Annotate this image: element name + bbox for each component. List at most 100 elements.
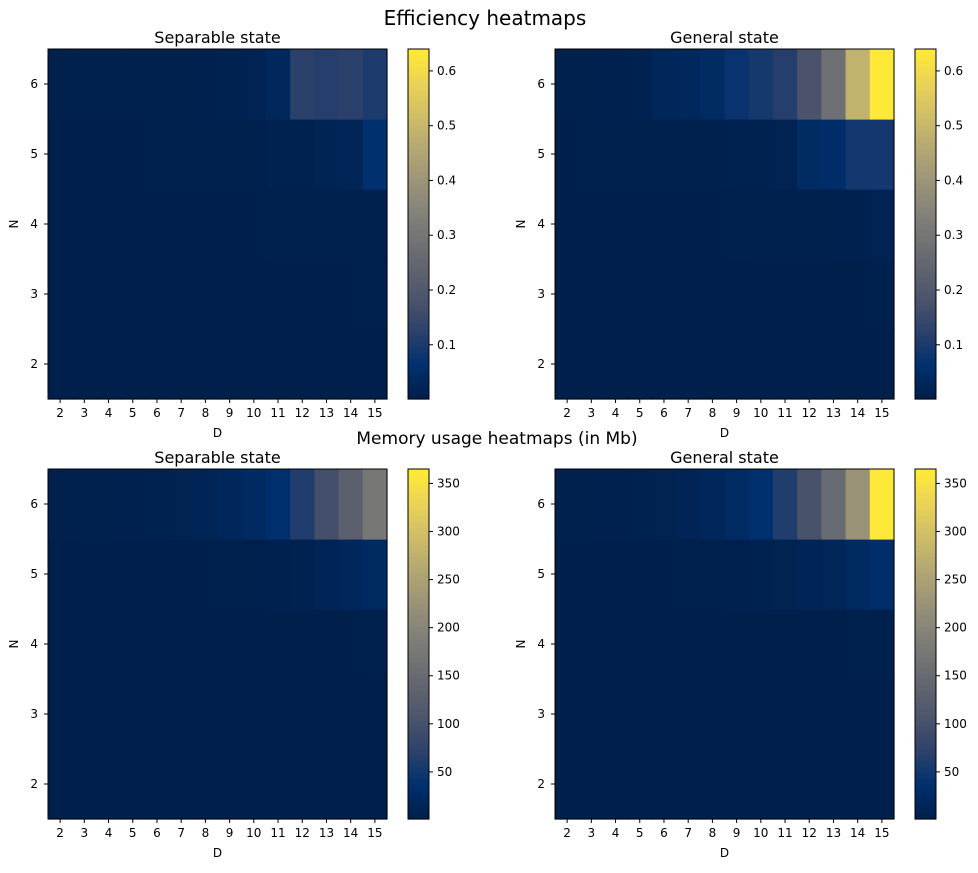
memory-general-cell-n5-d13 [821, 539, 847, 610]
efficiency-general-cell-n6-d2 [555, 49, 580, 120]
memory-general-colorbar-segment [915, 813, 936, 820]
memory-separable-xtick-label: 14 [343, 826, 358, 840]
memory-general-cell-n2-d9 [724, 749, 750, 820]
efficiency-general-cell-n6-d11 [772, 49, 798, 120]
efficiency-separable-cell-n3-d9 [217, 259, 243, 330]
efficiency-separable-colorbar-segment [408, 148, 429, 155]
memory-general-cell-n2-d10 [748, 749, 774, 820]
memory-separable-cell-n6-d2 [48, 469, 73, 540]
efficiency-separable-colorbar-segment [408, 189, 429, 196]
efficiency-separable-ytick-label: 3 [30, 287, 38, 301]
memory-separable-colorbar-tick-label: 50 [437, 765, 452, 779]
efficiency-separable-colorbar-segment [408, 241, 429, 248]
efficiency-general-cell-n5-d8 [700, 119, 726, 190]
efficiency-separable-colorbar-tick-label: 0.5 [437, 119, 456, 133]
efficiency-general-colorbar-segment [915, 218, 936, 225]
efficiency-separable-colorbar-segment [408, 393, 429, 400]
memory-separable-xtick-label: 9 [226, 826, 234, 840]
memory-separable-cell-n4-d12 [290, 609, 315, 680]
memory-general-cell-n6-d13 [821, 469, 847, 540]
efficiency-separable-cell-n6-d12 [290, 49, 315, 120]
efficiency-separable-colorbar-segment [408, 60, 429, 68]
memory-general-cell-n2-d11 [772, 749, 798, 820]
memory-separable-colorbar-segment [408, 737, 429, 744]
memory-separable-cell-n5-d3 [72, 539, 98, 610]
memory-separable-cell-n6-d12 [290, 469, 315, 540]
memory-separable-colorbar-frame [407, 468, 430, 820]
efficiency-separable-colorbar-segment [408, 206, 429, 213]
memory-general-colorbar-segment [915, 667, 936, 674]
memory-separable-xtick-label: 13 [319, 826, 334, 840]
efficiency-general-colorbar-segment [915, 165, 936, 173]
efficiency-separable-cell-n4-d12 [290, 189, 315, 260]
efficiency-separable-cell-n3-d5 [120, 259, 146, 330]
memory-heatmaps-title: Memory usage heatmaps (in Mb) [356, 429, 637, 449]
efficiency-general-cell-n5-d13 [821, 119, 847, 190]
memory-separable-ytick-label: 3 [30, 707, 38, 721]
memory-separable-colorbar-segment [408, 754, 429, 762]
efficiency-separable-colorbar-segment [408, 72, 429, 79]
efficiency-separable-colorbar-segment [408, 247, 429, 254]
memory-general-colorbar-segment [915, 649, 936, 657]
memory-separable-colorbar-segment [408, 498, 429, 505]
efficiency-general-cell-n6-d8 [700, 49, 726, 120]
efficiency-general-colorbar-segment [915, 387, 936, 394]
efficiency-separable-colorbar-segment [408, 317, 429, 324]
memory-general-colorbar-segment [915, 556, 936, 563]
efficiency-separable-colorbar-segment [408, 299, 429, 307]
efficiency-general-xtick-label: 9 [733, 406, 741, 420]
efficiency-separable-cell-n6-d2 [48, 49, 73, 120]
memory-general-cell-n5-d15 [869, 539, 895, 610]
efficiency-separable-ytick-label: 2 [30, 357, 38, 371]
memory-general-colorbar-segment [915, 725, 936, 733]
memory-general-cell-n2-d5 [627, 749, 653, 820]
memory-separable-colorbar-segment [408, 544, 429, 552]
efficiency-general-colorbar-segment [915, 294, 936, 301]
memory-separable-cell-n5-d9 [217, 539, 243, 610]
memory-general-cell-n4-d12 [797, 609, 822, 680]
memory-separable-cell-n3-d11 [265, 679, 291, 750]
memory-separable-cell-n4-d8 [193, 609, 219, 680]
efficiency-separable-cell-n6-d11 [265, 49, 291, 120]
efficiency-separable-colorbar-segment [408, 183, 429, 190]
memory-separable-colorbar-segment [408, 515, 429, 523]
efficiency-separable-cell-n5-d3 [72, 119, 98, 190]
efficiency-general-xtick-label: 8 [709, 406, 717, 420]
efficiency-separable-xlabel: D [213, 426, 222, 440]
memory-separable-colorbar-segment [408, 568, 429, 575]
memory-general-cell-n4-d8 [700, 609, 726, 680]
efficiency-separable-colorbar-segment [408, 253, 429, 260]
memory-general-colorbar-segment [915, 579, 936, 587]
memory-general-cell-n6-d11 [772, 469, 798, 540]
memory-separable-colorbar-segment [408, 784, 429, 791]
efficiency-separable-xtick-label: 2 [56, 406, 64, 420]
memory-general-cell-n3-d10 [748, 679, 774, 750]
memory-general-colorbar-segment [915, 626, 936, 633]
memory-separable-colorbar-segment [408, 644, 429, 651]
memory-general-ytick-label: 2 [537, 777, 545, 791]
memory-general-xtick-label: 4 [612, 826, 620, 840]
efficiency-separable-xtick-label: 12 [295, 406, 310, 420]
memory-separable-cell-n6-d4 [96, 469, 122, 540]
efficiency-general-colorbar-segment [915, 107, 936, 114]
efficiency-general-colorbar-segment [915, 130, 936, 138]
memory-separable-xtick-label: 5 [129, 826, 137, 840]
memory-general-heatmap: General state 2 3 4 5 6 7 8 9 10 11 12 13 14 15 2 3 4 5 6 D N… [514, 448, 967, 860]
memory-general-colorbar-segment [915, 731, 936, 738]
efficiency-separable-cell-n6-d7 [169, 49, 194, 120]
efficiency-general-cell-n3-d15 [869, 259, 895, 330]
efficiency-separable-colorbar-segment [408, 235, 429, 243]
efficiency-separable-cell-n6-d4 [96, 49, 122, 120]
memory-separable-colorbar-segment [408, 772, 429, 779]
efficiency-separable-colorbar-segment [408, 282, 429, 289]
memory-separable-colorbar-segment [408, 749, 429, 756]
efficiency-general-colorbar-segment [915, 340, 936, 348]
memory-general-colorbar-segment [915, 760, 936, 768]
memory-general-ylabel: N [514, 640, 528, 649]
efficiency-separable-cell-n5-d6 [144, 119, 170, 190]
efficiency-general-cell-n4-d4 [603, 189, 629, 260]
memory-general-colorbar-segment [915, 591, 936, 598]
memory-separable-colorbar-segment [408, 789, 429, 797]
memory-general-colorbar-segment [915, 533, 936, 540]
memory-general-colorbar-segment [915, 696, 936, 703]
